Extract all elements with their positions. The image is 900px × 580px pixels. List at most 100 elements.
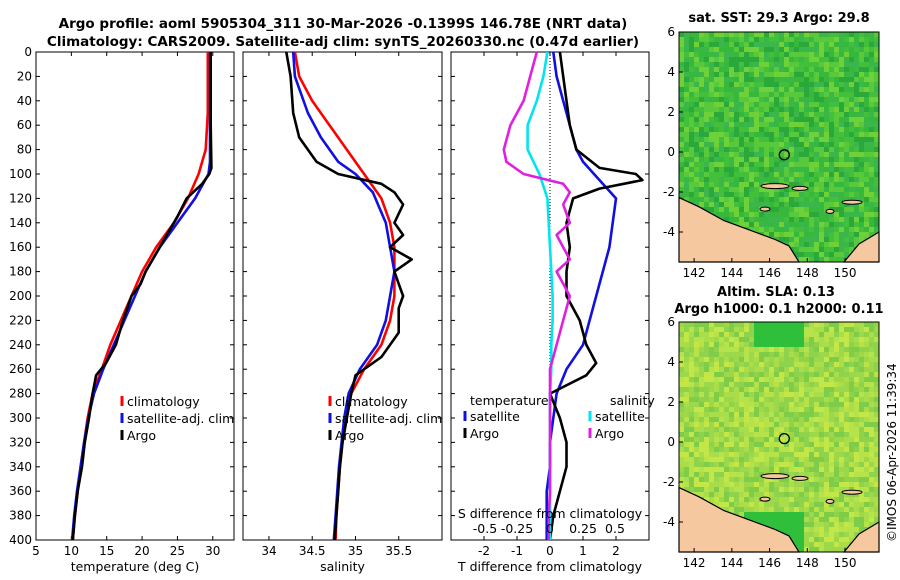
map-cell [724,152,729,157]
map-cell [814,127,819,132]
map-cell [714,477,719,482]
map-cell [704,352,709,357]
map-cell [699,112,704,117]
map-cell [729,47,734,52]
map-cell [714,482,719,487]
map-cell [774,62,779,67]
map-cell [874,112,879,117]
map-cell [819,62,824,67]
map-cell [809,507,814,512]
map-cell [789,72,794,77]
map-cell [824,227,829,232]
map-cell [854,337,859,342]
map-cell [794,392,799,397]
map-cell [854,122,859,127]
map-cell [744,152,749,157]
map-cell [789,487,794,492]
map-cell [789,152,794,157]
map-cell [784,207,789,212]
map-cell [719,502,724,507]
map-cell [764,377,769,382]
map-cell [789,442,794,447]
map-cell [724,487,729,492]
map-cell [719,472,724,477]
map-cell [689,37,694,42]
map-cell [809,462,814,467]
map-cell [749,462,754,467]
map-cell [794,107,799,112]
map-cell [824,142,829,147]
map-cell [854,442,859,447]
map-cell [854,517,859,522]
map-cell [864,342,869,347]
map-cell [749,87,754,92]
map-cell [869,137,874,142]
map-cell [709,447,714,452]
map-cell [844,487,849,492]
map-cell [724,212,729,217]
map-cell [754,327,759,332]
map-cell [809,327,814,332]
map-cell [764,457,769,462]
map-cell [829,67,834,72]
map-cell [754,122,759,127]
map-cell [799,407,804,412]
map-cell [769,157,774,162]
map-cell [784,97,789,102]
map-cell [689,142,694,147]
map-cell [799,452,804,457]
map-cell [844,152,849,157]
map-cell [794,207,799,212]
map-cell [679,132,684,137]
y-tick-label: 280 [9,387,32,401]
map-cell [784,402,789,407]
map-cell [824,92,829,97]
map-cell [869,452,874,457]
map-cell [809,392,814,397]
map-cell [754,487,759,492]
map-cell [864,452,869,457]
map-cell [864,512,869,517]
map-cell [749,182,754,187]
map-cell [799,257,804,262]
map-cell [764,152,769,157]
map-cell [709,467,714,472]
map-cell [714,187,719,192]
map-cell [834,427,839,432]
map-cell [794,512,799,517]
map-cell [779,417,784,422]
map-cell [779,62,784,67]
map-cell [784,177,789,182]
map-cell [799,202,804,207]
map-cell [849,447,854,452]
map-cell [824,112,829,117]
map-cell [794,502,799,507]
map-cell [829,257,834,262]
map-cell [679,62,684,67]
map-cell [749,122,754,127]
map-cell [809,217,814,222]
map-cell [694,32,699,37]
map-cell [794,117,799,122]
map-cell [774,482,779,487]
map-cell [844,432,849,437]
map-cell [744,157,749,162]
x-tick-label: 35.5 [385,544,412,558]
map-cell [849,137,854,142]
map-cell [809,422,814,427]
map-cell [689,472,694,477]
map-cell [794,77,799,82]
map-cell [714,442,719,447]
map-cell [769,207,774,212]
map-cell [769,117,774,122]
map-cell [824,77,829,82]
map-cell [764,502,769,507]
map-cell [699,147,704,152]
map-cell [729,492,734,497]
map-cell [779,107,784,112]
map-cell [834,487,839,492]
map-cell [789,342,794,347]
map-cell [729,187,734,192]
map-cell [824,192,829,197]
map-cell [844,402,849,407]
